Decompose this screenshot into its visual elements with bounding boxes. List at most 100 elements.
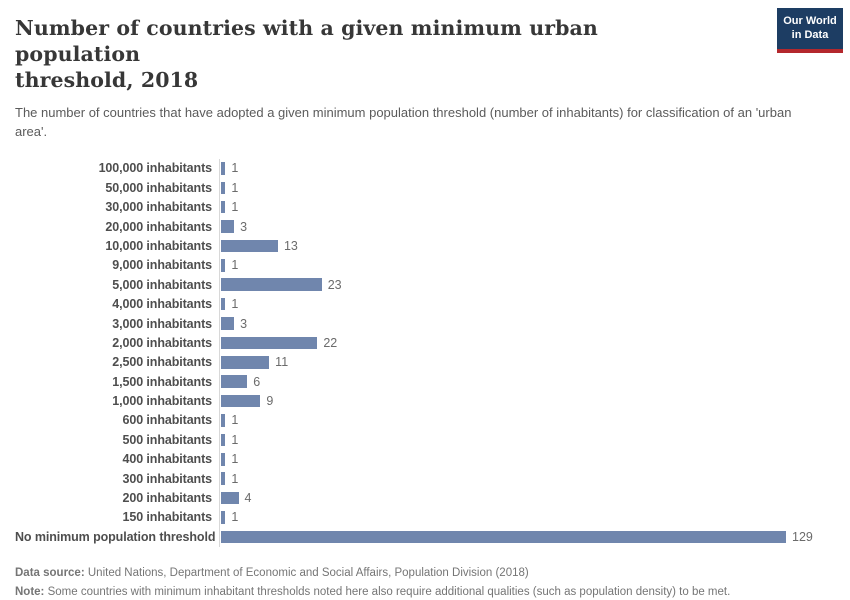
chart-row: 600 inhabitants 1 <box>15 410 850 431</box>
bar-track: 13 <box>219 236 850 256</box>
value-label: 22 <box>323 335 338 350</box>
owid-logo-line2: in Data <box>791 28 829 41</box>
chart-row: 500 inhabitants 1 <box>15 430 850 450</box>
chart-title-line1: Number of countries with a given minimum… <box>15 16 598 67</box>
chart-row: 3,000 inhabitants 3 <box>15 313 850 334</box>
bar-track: 1 <box>219 449 850 469</box>
value-label: 1 <box>231 432 239 447</box>
data-source-text: United Nations, Department of Economic a… <box>84 566 529 579</box>
bar[interactable] <box>221 239 278 253</box>
category-label: 10,000 inhabitants <box>105 238 212 253</box>
category-label: 50,000 inhabitants <box>105 180 212 195</box>
bar[interactable] <box>221 394 261 408</box>
note-label: Note: <box>15 586 45 599</box>
value-label: 1 <box>231 258 239 273</box>
chart-row: 1,000 inhabitants 9 <box>15 391 850 411</box>
category-label: 20,000 inhabitants <box>105 219 212 234</box>
chart-row: 10,000 inhabitants 13 <box>15 236 850 256</box>
category-label: 1,000 inhabitants <box>112 394 212 409</box>
chart-row: 9,000 inhabitants 1 <box>15 255 850 276</box>
value-label: 3 <box>240 316 248 331</box>
bar-track: 1 <box>219 507 850 528</box>
bar[interactable] <box>221 259 226 272</box>
value-label: 1 <box>231 297 239 312</box>
bar-track: 1 <box>219 468 850 489</box>
category-label: 1,500 inhabitants <box>112 374 212 389</box>
value-label: 1 <box>231 180 239 195</box>
bar-track: 1 <box>219 430 850 450</box>
bar-track: 9 <box>219 391 850 411</box>
chart-title-line2: threshold, 2018 <box>15 68 199 93</box>
chart-row: No minimum population threshold 129 <box>15 527 850 547</box>
bar[interactable] <box>221 220 235 233</box>
bar[interactable] <box>221 162 226 175</box>
value-label: 13 <box>283 238 298 253</box>
bar-track: 23 <box>219 275 850 295</box>
chart-row: 5,000 inhabitants 23 <box>15 275 850 295</box>
chart-subtitle: The number of countries that have adopte… <box>15 104 792 140</box>
bar-track: 1 <box>219 255 850 276</box>
bar[interactable] <box>221 491 239 505</box>
chart-rows: 100,000 inhabitants 1 50,000 inhabitants 1 3… <box>15 158 850 547</box>
chart-row: 300 inhabitants 1 <box>15 468 850 489</box>
bar[interactable] <box>221 530 786 544</box>
chart-header: Number of countries with a given minimum… <box>0 0 850 142</box>
category-label: 2,000 inhabitants <box>112 335 212 350</box>
chart-row: 400 inhabitants 1 <box>15 449 850 469</box>
category-label: 100,000 inhabitants <box>98 161 213 176</box>
value-label: 6 <box>253 374 261 389</box>
chart-row: 200 inhabitants 4 <box>15 488 850 508</box>
bar-track: 1 <box>219 158 850 179</box>
bar[interactable] <box>221 278 322 291</box>
note-text: Some countries with minimum inhabitant t… <box>44 586 731 599</box>
category-label: 500 inhabitants <box>122 432 213 447</box>
chart-row: 30,000 inhabitants 1 <box>15 197 850 217</box>
value-label: 11 <box>275 355 289 370</box>
category-label: 3,000 inhabitants <box>112 316 212 331</box>
bar[interactable] <box>221 200 226 214</box>
chart-row: 150 inhabitants 1 <box>15 507 850 528</box>
value-label: 1 <box>231 413 239 428</box>
value-label: 1 <box>231 510 239 525</box>
bar-track: 4 <box>219 488 850 508</box>
bar[interactable] <box>221 433 226 447</box>
bar-track: 3 <box>219 216 850 237</box>
bar-chart: 100,000 inhabitants 1 50,000 inhabitants 1 3… <box>0 158 850 547</box>
bar-track: 6 <box>219 372 850 392</box>
value-label: 129 <box>792 529 813 544</box>
chart-row: 2,500 inhabitants 11 <box>15 352 850 372</box>
chart-row: 1,500 inhabitants 6 <box>15 372 850 392</box>
value-label: 1 <box>231 200 239 215</box>
value-label: 1 <box>231 452 239 467</box>
bar-track: 3 <box>219 313 850 334</box>
value-label: 9 <box>266 394 274 409</box>
category-label: 30,000 inhabitants <box>105 200 212 215</box>
chart-footer: Data source: United Nations, Department … <box>0 564 850 600</box>
chart-row: 20,000 inhabitants 3 <box>15 216 850 237</box>
category-label: 2,500 inhabitants <box>112 355 212 370</box>
category-label: 4,000 inhabitants <box>112 297 212 312</box>
note-line: Note: Some countries with minimum inhabi… <box>15 583 835 600</box>
data-source-line: Data source: United Nations, Department … <box>15 564 835 584</box>
category-label: 300 inhabitants <box>122 471 213 486</box>
bar-track: 1 <box>219 410 850 431</box>
bar[interactable] <box>221 453 226 466</box>
bar[interactable] <box>221 317 235 330</box>
bar[interactable] <box>221 375 248 388</box>
owid-logo: Our World in Data <box>777 8 843 53</box>
chart-row: 4,000 inhabitants 1 <box>15 294 850 314</box>
bar[interactable] <box>221 511 226 524</box>
bar[interactable] <box>221 181 226 195</box>
value-label: 4 <box>244 491 252 506</box>
bar[interactable] <box>221 356 270 369</box>
bar[interactable] <box>221 414 226 427</box>
chart-row: 50,000 inhabitants 1 <box>15 178 850 198</box>
data-source-label: Data source: <box>15 566 85 579</box>
bar[interactable] <box>221 472 226 485</box>
value-label: 1 <box>231 161 239 176</box>
category-label: 150 inhabitants <box>122 510 213 525</box>
bar[interactable] <box>221 297 226 311</box>
bar[interactable] <box>221 336 318 350</box>
bar-track: 22 <box>219 333 850 353</box>
bar-track: 11 <box>219 352 850 372</box>
